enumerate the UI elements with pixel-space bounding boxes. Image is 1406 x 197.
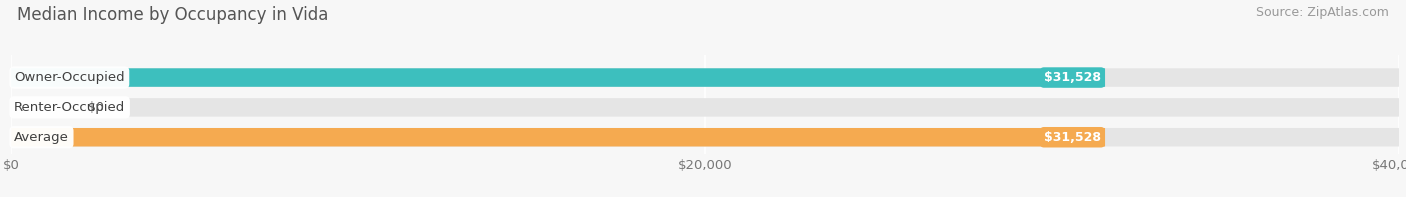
Text: Median Income by Occupancy in Vida: Median Income by Occupancy in Vida bbox=[17, 6, 328, 24]
Text: $31,528: $31,528 bbox=[1043, 71, 1101, 84]
FancyBboxPatch shape bbox=[11, 128, 1105, 147]
FancyBboxPatch shape bbox=[11, 68, 1105, 87]
FancyBboxPatch shape bbox=[11, 98, 1399, 117]
Text: Renter-Occupied: Renter-Occupied bbox=[14, 101, 125, 114]
Text: Owner-Occupied: Owner-Occupied bbox=[14, 71, 125, 84]
Text: Average: Average bbox=[14, 131, 69, 144]
Text: $31,528: $31,528 bbox=[1043, 131, 1101, 144]
Text: Source: ZipAtlas.com: Source: ZipAtlas.com bbox=[1256, 6, 1389, 19]
Text: $0: $0 bbox=[87, 101, 104, 114]
FancyBboxPatch shape bbox=[11, 128, 1399, 147]
FancyBboxPatch shape bbox=[11, 68, 1399, 87]
